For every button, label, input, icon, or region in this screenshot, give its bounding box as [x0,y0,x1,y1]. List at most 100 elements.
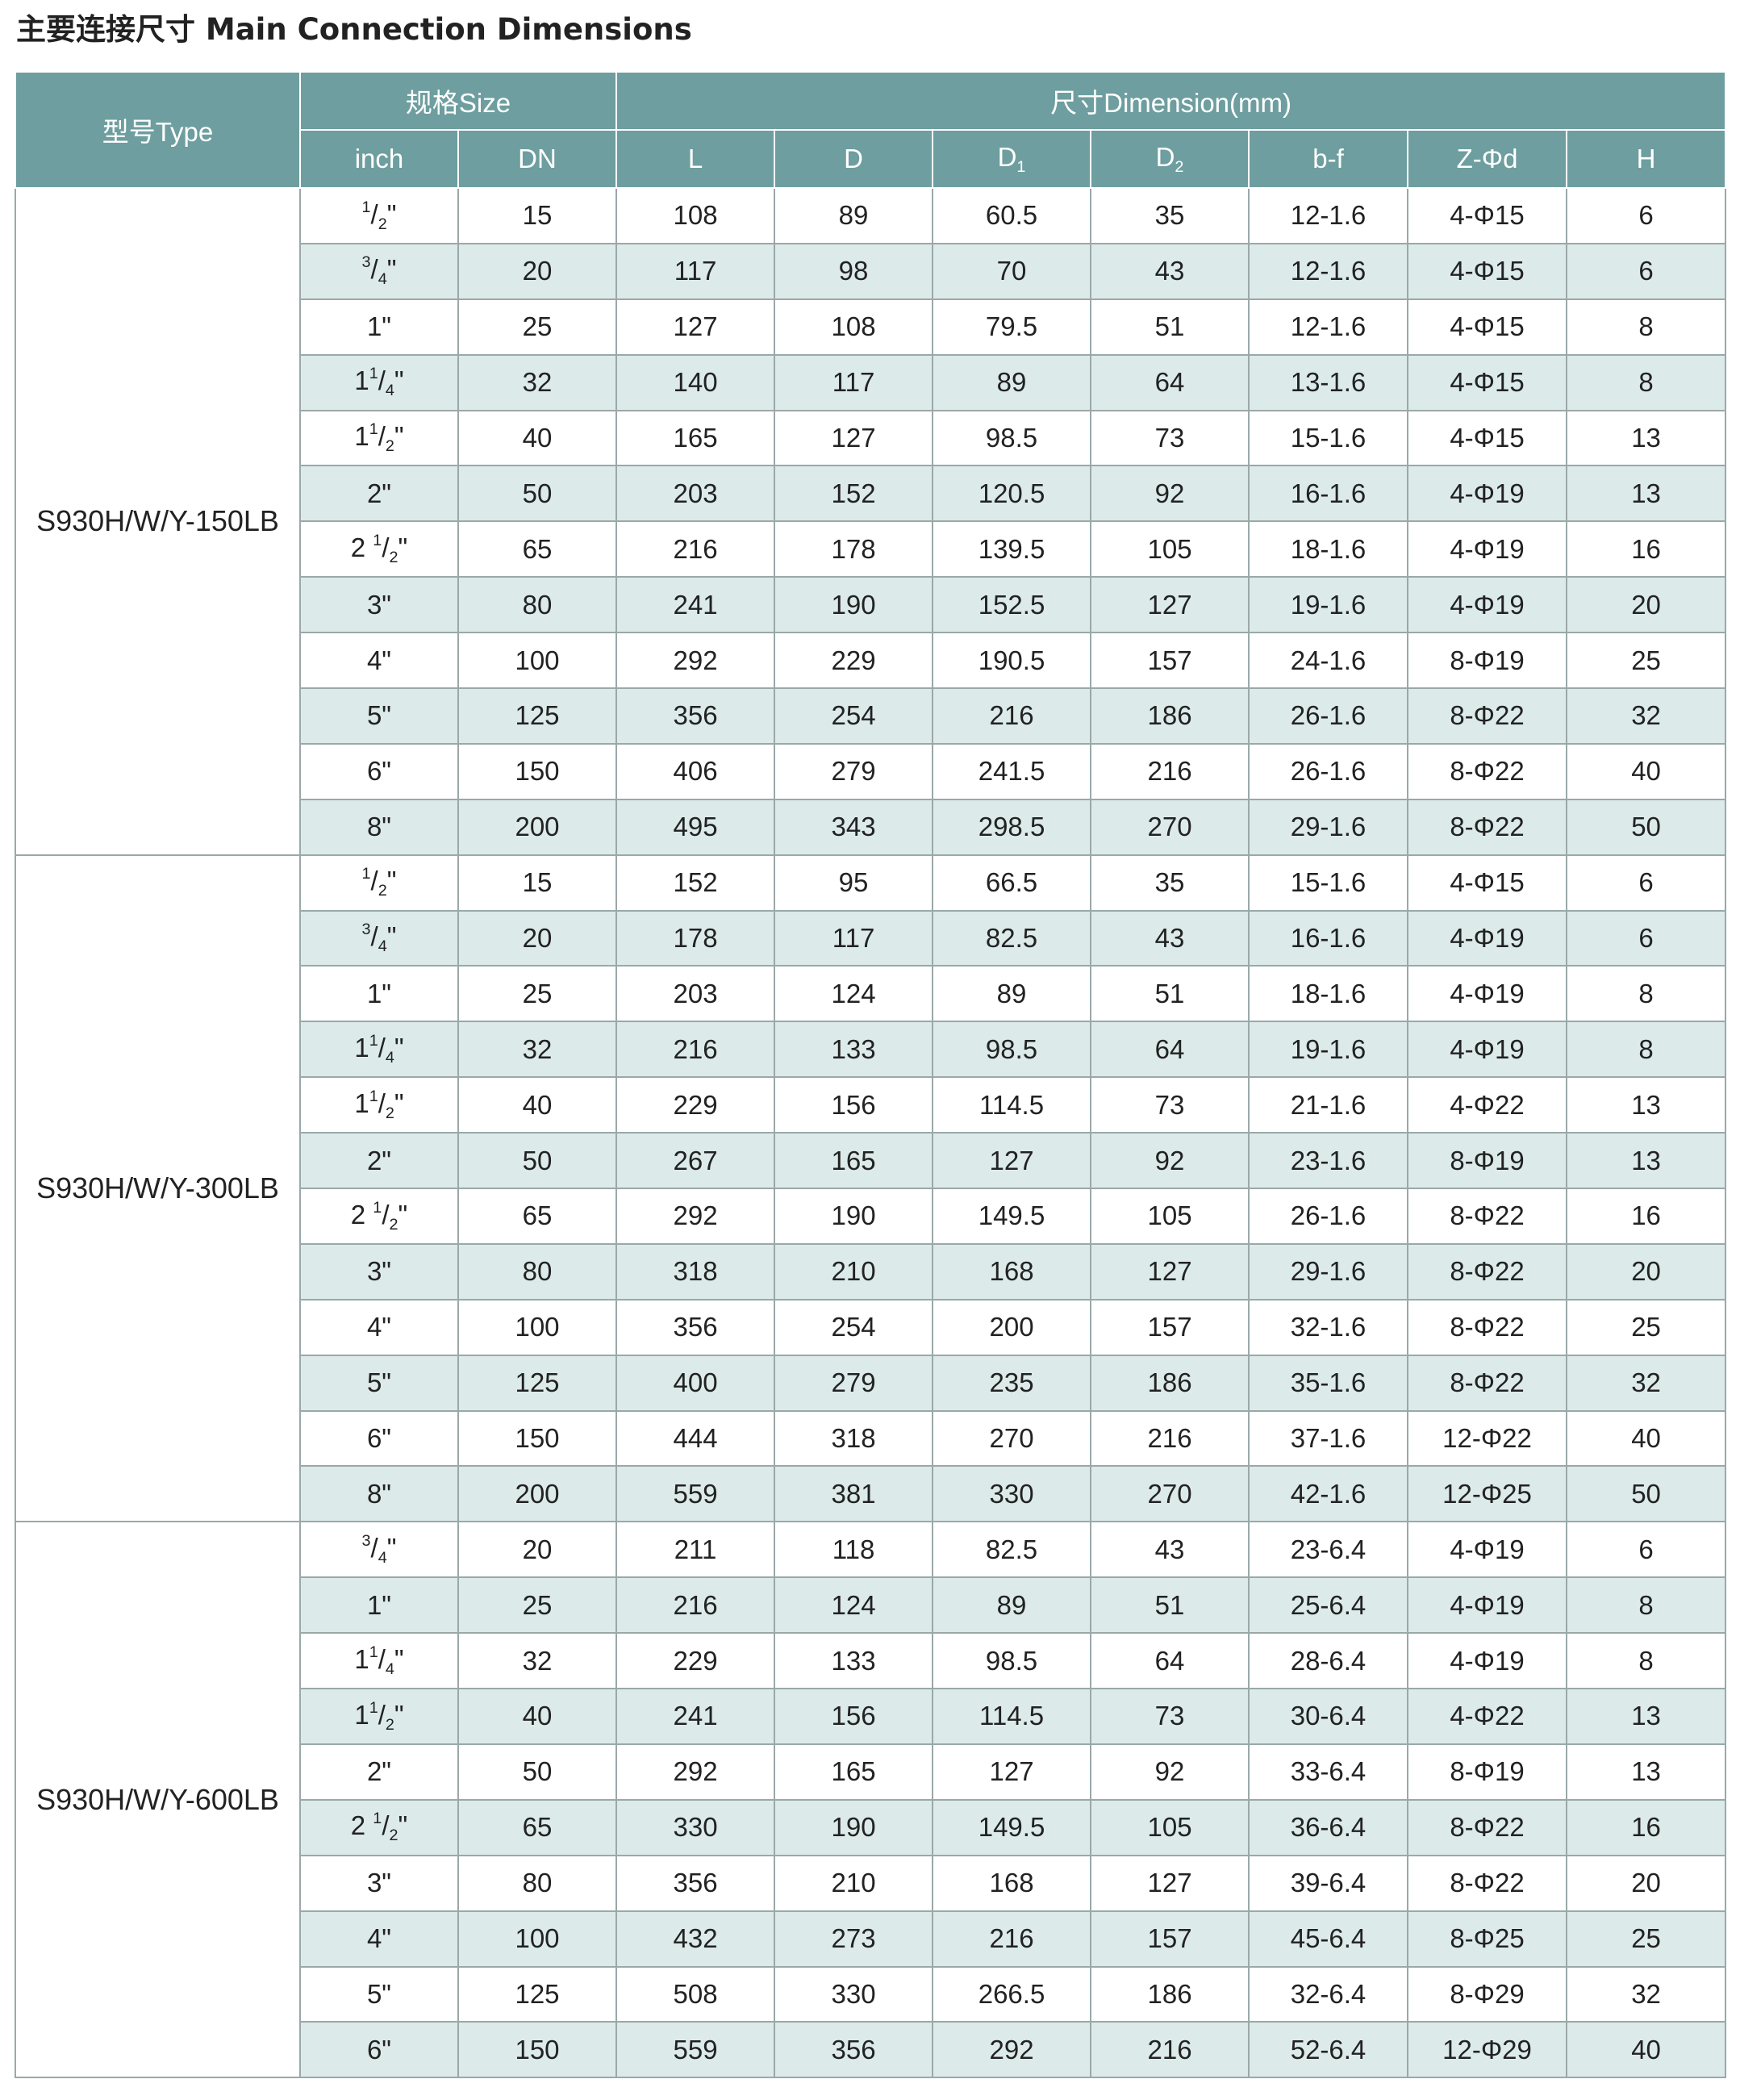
d-cell: 165 [774,1132,934,1190]
dn-cell: 32 [457,1021,618,1079]
table-row: 1" 25 127 108 79.5 51 12-1.6 4-Φ15 8 [15,298,1727,356]
l-cell: 165 [615,409,776,467]
inch-cell: 3/4" [299,242,459,300]
h-cell: 13 [1566,1132,1727,1190]
l-cell: 229 [615,1632,776,1690]
l-cell: 356 [615,687,776,745]
zd-cell: 8-Φ22 [1407,1854,1568,1912]
zd-cell: 4-Φ15 [1407,242,1568,300]
header-d1: D1 [932,129,1092,189]
inch-cell: 3/4" [299,909,459,967]
table-row: 6" 150 406 279 241.5 216 26-1.6 8-Φ22 40 [15,742,1727,800]
l-cell: 400 [615,1354,776,1412]
h-cell: 8 [1566,1021,1727,1079]
table-row: 2 1/2" 65 292 190 149.5 105 26-1.6 8-Φ22 16 [15,1188,1727,1245]
d1-cell: 330 [932,1465,1092,1523]
d2-cell: 127 [1090,576,1250,634]
l-cell: 152 [615,854,776,912]
d2-cell: 127 [1090,1242,1250,1300]
bf-cell: 23-6.4 [1248,1521,1409,1579]
d1-cell: 98.5 [932,1021,1092,1079]
inch-cell: 3/4" [299,1521,459,1579]
table-row: 1" 25 203 124 89 51 18-1.6 4-Φ19 8 [15,965,1727,1023]
h-cell: 25 [1566,632,1727,690]
d2-cell: 51 [1090,1576,1250,1634]
zd-cell: 4-Φ19 [1407,909,1568,967]
inch-cell: 3" [299,1242,459,1300]
d-cell: 273 [774,1910,934,1968]
dn-cell: 65 [457,520,618,578]
bf-cell: 24-1.6 [1248,632,1409,690]
l-cell: 241 [615,1688,776,1745]
bf-cell: 28-6.4 [1248,1632,1409,1690]
d1-cell: 266.5 [932,1965,1092,2023]
inch-cell: 2" [299,465,459,523]
table-row: S930H/W/Y-600LB 3/4" 20 211 118 82.5 43 23-6.4 4… [15,1521,1727,2079]
d-cell: 117 [774,909,934,967]
d-cell: 356 [774,2021,934,2079]
d2-cell: 73 [1090,409,1250,467]
dn-cell: 150 [457,742,618,800]
header-type: 型号Type [15,71,301,189]
d2-cell: 186 [1090,1354,1250,1412]
d2-cell: 186 [1090,687,1250,745]
d2-cell: 35 [1090,854,1250,912]
l-cell: 140 [615,353,776,411]
zd-cell: 8-Φ22 [1407,687,1568,745]
inch-cell: 8" [299,1465,459,1523]
inch-cell: 1/2" [299,854,459,912]
d-cell: 254 [774,1298,934,1356]
table-row: 6" 150 444 318 270 216 37-1.6 12-Φ22 40 [15,1409,1727,1467]
d-cell: 381 [774,1465,934,1523]
inch-cell: 2" [299,1132,459,1190]
d-cell: 279 [774,1354,934,1412]
d1-cell: 190.5 [932,632,1092,690]
table-header: 型号Type 规格Size 尺寸Dimension(mm) inch DN L … [15,71,1727,189]
d2-cell: 105 [1090,1188,1250,1245]
d2-cell: 64 [1090,353,1250,411]
h-cell: 25 [1566,1298,1727,1356]
table-row: 3" 80 241 190 152.5 127 19-1.6 4-Φ19 20 [15,576,1727,634]
bf-cell: 37-1.6 [1248,1409,1409,1467]
inch-cell: 5" [299,687,459,745]
d2-cell: 43 [1090,909,1250,967]
header-dimension: 尺寸Dimension(mm) [615,71,1727,131]
d1-cell: 168 [932,1242,1092,1300]
d-cell: 124 [774,965,934,1023]
bf-cell: 15-1.6 [1248,854,1409,912]
h-cell: 20 [1566,1854,1727,1912]
zd-cell: 12-Φ29 [1407,2021,1568,2079]
d-cell: 210 [774,1242,934,1300]
dn-cell: 200 [457,1465,618,1523]
d2-cell: 127 [1090,1854,1250,1912]
d1-cell: 235 [932,1354,1092,1412]
d2-cell: 216 [1090,1409,1250,1467]
zd-cell: 8-Φ25 [1407,1910,1568,1968]
bf-cell: 16-1.6 [1248,465,1409,523]
zd-cell: 8-Φ22 [1407,1354,1568,1412]
table-row: 3/4" 20 178 117 82.5 43 16-1.6 4-Φ19 6 [15,909,1727,967]
zd-cell: 4-Φ19 [1407,1521,1568,1579]
h-cell: 40 [1566,1409,1727,1467]
d-cell: 190 [774,576,934,634]
dn-cell: 15 [457,854,618,912]
d1-cell: 270 [932,1409,1092,1467]
d1-cell: 89 [932,1576,1092,1634]
table-row: 3/4" 20 117 98 70 43 12-1.6 4-Φ15 6 [15,242,1727,300]
table-row: 2" 50 203 152 120.5 92 16-1.6 4-Φ19 13 [15,465,1727,523]
l-cell: 178 [615,909,776,967]
l-cell: 444 [615,1409,776,1467]
d2-cell: 43 [1090,1521,1250,1579]
d1-cell: 292 [932,2021,1092,2079]
d1-cell: 127 [932,1743,1092,1801]
page-title: 主要连接尺寸 Main Connection Dimensions [16,12,692,47]
dn-cell: 40 [457,1076,618,1134]
l-cell: 356 [615,1298,776,1356]
header-size: 规格Size [298,71,618,131]
d2-cell: 64 [1090,1021,1250,1079]
bf-cell: 16-1.6 [1248,909,1409,967]
table-row: 11/4" 32 216 133 98.5 64 19-1.6 4-Φ19 8 [15,1021,1727,1079]
bf-cell: 32-6.4 [1248,1965,1409,2023]
dn-cell: 25 [457,965,618,1023]
bf-cell: 13-1.6 [1248,353,1409,411]
